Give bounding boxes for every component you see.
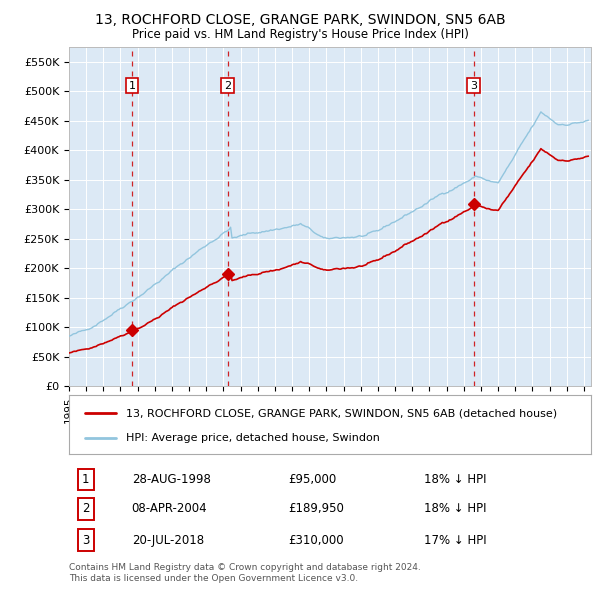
Text: 3: 3 [470, 81, 477, 90]
Text: 1: 1 [128, 81, 136, 90]
Text: 3: 3 [82, 533, 89, 546]
Text: 17% ↓ HPI: 17% ↓ HPI [424, 533, 487, 546]
Text: 13, ROCHFORD CLOSE, GRANGE PARK, SWINDON, SN5 6AB: 13, ROCHFORD CLOSE, GRANGE PARK, SWINDON… [95, 13, 505, 27]
Text: 28-AUG-1998: 28-AUG-1998 [131, 473, 211, 486]
Text: 13, ROCHFORD CLOSE, GRANGE PARK, SWINDON, SN5 6AB (detached house): 13, ROCHFORD CLOSE, GRANGE PARK, SWINDON… [127, 408, 557, 418]
Text: 18% ↓ HPI: 18% ↓ HPI [424, 502, 487, 516]
Text: Price paid vs. HM Land Registry's House Price Index (HPI): Price paid vs. HM Land Registry's House … [131, 28, 469, 41]
Text: 1: 1 [82, 473, 89, 486]
Text: £310,000: £310,000 [288, 533, 344, 546]
Text: £189,950: £189,950 [288, 502, 344, 516]
Text: Contains HM Land Registry data © Crown copyright and database right 2024.
This d: Contains HM Land Registry data © Crown c… [69, 563, 421, 583]
Text: 2: 2 [224, 81, 231, 90]
Text: 20-JUL-2018: 20-JUL-2018 [131, 533, 204, 546]
Text: HPI: Average price, detached house, Swindon: HPI: Average price, detached house, Swin… [127, 433, 380, 442]
Text: 18% ↓ HPI: 18% ↓ HPI [424, 473, 487, 486]
Text: 2: 2 [82, 502, 89, 516]
Text: 08-APR-2004: 08-APR-2004 [131, 502, 207, 516]
Text: £95,000: £95,000 [288, 473, 337, 486]
